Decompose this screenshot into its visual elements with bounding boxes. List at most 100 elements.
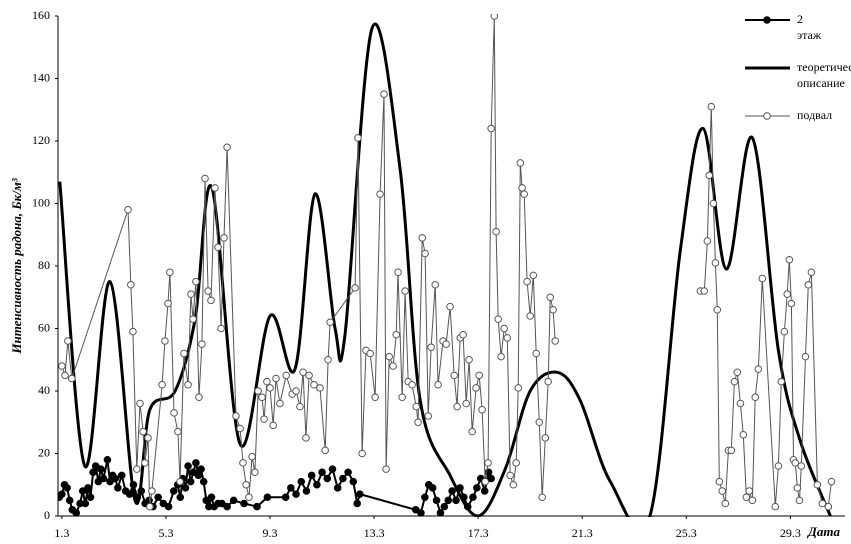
- point: [771, 502, 780, 511]
- point: [813, 480, 822, 489]
- point: [58, 490, 66, 498]
- point: [385, 352, 393, 361]
- point: [316, 384, 324, 392]
- point: [358, 449, 366, 458]
- x-tick-label: 17.3: [468, 526, 489, 540]
- point: [195, 393, 203, 402]
- point: [516, 159, 525, 167]
- point: [751, 393, 760, 402]
- point: [807, 268, 816, 277]
- point: [401, 287, 409, 295]
- point: [194, 471, 203, 480]
- point: [129, 327, 137, 336]
- point: [705, 171, 713, 180]
- point: [827, 477, 836, 486]
- point: [459, 330, 467, 339]
- point: [468, 427, 476, 436]
- point: [442, 340, 450, 348]
- point: [81, 499, 90, 508]
- x-tick-label: 13.3: [364, 526, 385, 540]
- point: [727, 446, 736, 455]
- point: [299, 368, 307, 377]
- point: [324, 355, 332, 364]
- point: [65, 496, 74, 505]
- point: [709, 199, 718, 208]
- point: [354, 134, 362, 142]
- point: [117, 471, 126, 480]
- point: [774, 462, 783, 470]
- point: [253, 502, 261, 511]
- point: [161, 337, 169, 345]
- point: [551, 337, 559, 345]
- point: [514, 384, 523, 392]
- point: [199, 477, 208, 486]
- point: [114, 484, 122, 492]
- point: [166, 268, 174, 277]
- point: [72, 509, 81, 517]
- point: [310, 380, 318, 389]
- y-axis-label: Интенсивность радона, Бк/м³: [9, 177, 24, 354]
- point: [452, 496, 460, 505]
- point: [349, 477, 358, 486]
- y-tick-label: 60: [38, 320, 50, 334]
- point: [421, 249, 429, 258]
- point: [217, 324, 225, 333]
- point: [472, 384, 480, 392]
- point: [146, 502, 154, 511]
- legend-marker: [763, 16, 771, 24]
- point: [503, 334, 512, 342]
- legend-marker: [763, 112, 771, 120]
- point: [276, 399, 284, 408]
- point: [366, 349, 374, 358]
- point: [450, 371, 459, 380]
- point: [748, 496, 757, 505]
- point: [302, 434, 310, 442]
- point: [801, 352, 810, 361]
- point: [176, 493, 185, 502]
- point: [263, 493, 272, 502]
- point: [394, 268, 402, 277]
- point: [721, 499, 730, 508]
- point: [742, 493, 751, 502]
- point: [170, 409, 178, 417]
- point: [326, 318, 334, 327]
- point: [787, 299, 796, 308]
- y-tick-label: 20: [38, 445, 50, 459]
- point: [84, 484, 92, 492]
- point: [484, 459, 492, 467]
- point: [260, 415, 268, 423]
- point: [282, 371, 290, 380]
- x-axis-label: Дата: [807, 524, 840, 539]
- point: [67, 374, 76, 383]
- legend-label: 2 этаж: [797, 12, 822, 42]
- point: [497, 352, 505, 361]
- point: [353, 499, 361, 508]
- x-tick-label: 29.3: [780, 526, 801, 540]
- point: [412, 402, 421, 411]
- point: [169, 487, 178, 495]
- x-tick-label: 21.3: [572, 526, 593, 540]
- point: [307, 471, 316, 480]
- point: [492, 227, 500, 236]
- point: [371, 393, 379, 402]
- point: [490, 14, 499, 20]
- point: [380, 90, 388, 98]
- point: [745, 487, 754, 495]
- legend-label: теоретическоеописание: [797, 60, 851, 90]
- point: [204, 287, 212, 295]
- point: [207, 296, 215, 305]
- point: [242, 480, 250, 489]
- point: [538, 493, 546, 502]
- point: [254, 387, 262, 395]
- point: [201, 174, 209, 183]
- plot-area: [58, 14, 836, 517]
- point: [321, 446, 329, 455]
- point: [344, 468, 352, 477]
- point: [189, 315, 197, 323]
- point: [382, 465, 390, 473]
- y-tick-label: 160: [32, 8, 50, 22]
- point: [198, 340, 206, 348]
- point: [305, 371, 313, 380]
- point: [292, 490, 300, 498]
- point: [266, 384, 274, 392]
